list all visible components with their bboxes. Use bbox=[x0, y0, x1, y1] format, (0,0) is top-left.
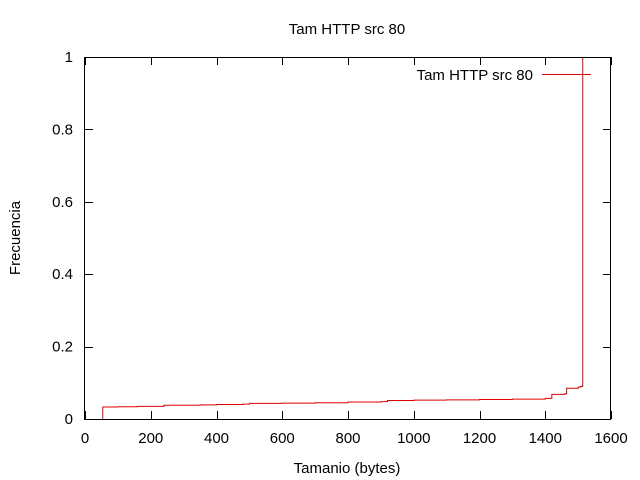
y-tick-label: 1 bbox=[65, 49, 73, 66]
x-tick-label: 1000 bbox=[397, 430, 430, 447]
legend: Tam HTTP src 80 bbox=[417, 67, 591, 84]
axis-tick-labels: 0 200 400 600 800 1000 1200 1400 1600 0 0.2 0.4 0.6 0… bbox=[52, 49, 628, 447]
chart-title: Tam HTTP src 80 bbox=[289, 21, 405, 38]
x-tick-label: 0 bbox=[81, 430, 89, 447]
y-axis-label: Frecuencia bbox=[7, 200, 24, 275]
x-tick-label: 600 bbox=[270, 430, 295, 447]
y-tick-label: 0.8 bbox=[52, 121, 73, 138]
series-layer bbox=[102, 57, 584, 419]
x-tick-label: 1200 bbox=[463, 430, 496, 447]
x-tick-label: 1600 bbox=[594, 430, 627, 447]
x-axis-label: Tamanio (bytes) bbox=[294, 460, 401, 477]
y-tick-label: 0.2 bbox=[52, 339, 73, 356]
legend-label: Tam HTTP src 80 bbox=[417, 67, 533, 84]
x-tick-label: 400 bbox=[204, 430, 229, 447]
series-line bbox=[102, 57, 584, 419]
y-tick-label: 0.6 bbox=[52, 194, 73, 211]
plot-frame bbox=[84, 57, 611, 420]
x-tick-label: 200 bbox=[138, 430, 163, 447]
y-tick-label: 0.4 bbox=[52, 266, 73, 283]
y-tick-label: 0 bbox=[65, 411, 73, 428]
x-tick-label: 800 bbox=[335, 430, 360, 447]
axis-ticks bbox=[85, 57, 612, 420]
x-tick-label: 1400 bbox=[529, 430, 562, 447]
